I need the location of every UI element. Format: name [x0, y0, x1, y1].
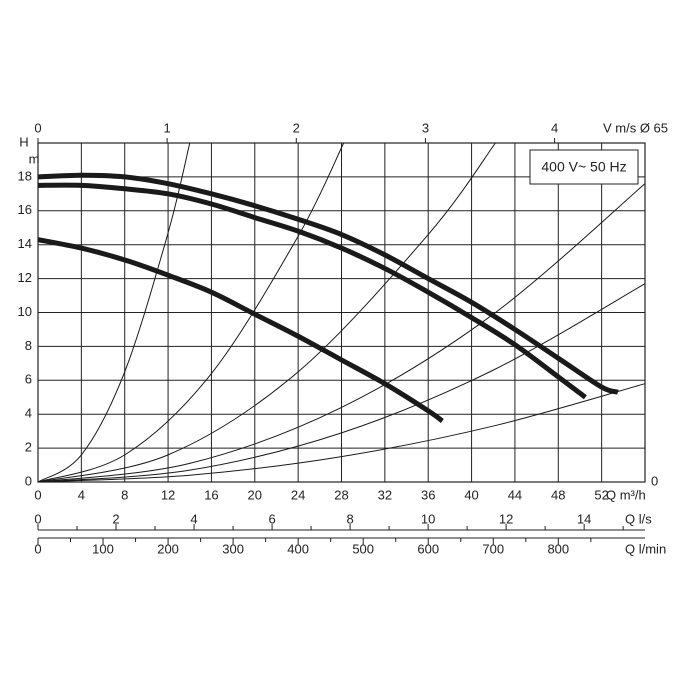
bottom-tick-label: 500: [352, 541, 374, 556]
system-curve: [37, 142, 496, 483]
x-tick-label: 28: [334, 487, 348, 502]
y-tick-label: 14: [18, 236, 32, 251]
x-tick-label: 40: [464, 487, 478, 502]
x-tick-label: 32: [378, 487, 392, 502]
annotation-box: [529, 149, 639, 185]
x-label: Q m³/h: [606, 487, 646, 502]
system-curve: [37, 183, 646, 483]
bottom-tick-label: 14: [577, 511, 591, 526]
y-tick-label: 4: [25, 406, 32, 421]
top-axis-label: V m/s Ø 65: [603, 120, 668, 135]
x-tick-label: 44: [508, 487, 522, 502]
y-tick-label: 18: [18, 168, 32, 183]
x-tick-label: 12: [161, 487, 175, 502]
top-tick-label: 1: [164, 120, 171, 135]
bottom-tick-label: 600: [417, 541, 439, 556]
y-tick-label: 12: [18, 270, 32, 285]
bottom-tick-label: 6: [268, 511, 275, 526]
x-tick-label: 24: [291, 487, 305, 502]
system-curve: [37, 283, 646, 483]
y2-tick-label: 0: [651, 473, 658, 488]
system-curve: [37, 383, 646, 483]
x-tick-label: 52: [594, 487, 608, 502]
x-tick-label: 36: [421, 487, 435, 502]
system-curve: [37, 142, 345, 483]
y-tick-label: 10: [18, 304, 32, 319]
top-tick-label: 2: [293, 120, 300, 135]
annotation: 400 V~ 50 Hz: [541, 159, 626, 175]
y-tick-label: 0: [25, 473, 32, 488]
bottom-tick-label: 100: [92, 541, 114, 556]
bottom-tick-label: 400: [287, 541, 309, 556]
bottom-tick-label: 4: [190, 511, 197, 526]
pump-curve: [37, 172, 619, 395]
bottom-tick-label: 2: [112, 511, 119, 526]
top-tick-label: 0: [34, 120, 41, 135]
bottom-tick-label: 0: [34, 511, 41, 526]
x-tick-label: 20: [248, 487, 262, 502]
bottom-tick-label: 300: [222, 541, 244, 556]
y-tick-label: 8: [25, 338, 32, 353]
bottom-tick-label: 0: [34, 541, 41, 556]
y-tick-label: 16: [18, 202, 32, 217]
bottom-tick-label: 12: [499, 511, 513, 526]
x-tick-label: 8: [121, 487, 128, 502]
bottom-tick-label: 10: [421, 511, 435, 526]
y-unit: m: [29, 151, 40, 166]
top-tick-label: 3: [422, 120, 429, 135]
pump-curve: [37, 182, 587, 400]
bottom-axis-label: Q l/s: [625, 511, 652, 526]
pump-curve: [37, 237, 444, 424]
x-tick-label: 4: [78, 487, 85, 502]
bottom-tick-label: 200: [157, 541, 179, 556]
bottom-axis-label: Q l/min: [625, 541, 666, 556]
y-label: H: [19, 134, 28, 149]
top-tick-label: 4: [551, 120, 558, 135]
bottom-tick-label: 700: [482, 541, 504, 556]
x-tick-label: 48: [551, 487, 565, 502]
y-tick-label: 2: [25, 440, 32, 455]
y-tick-label: 6: [25, 372, 32, 387]
bottom-tick-label: 800: [547, 541, 569, 556]
x-tick-label: 16: [204, 487, 218, 502]
bottom-tick-label: 8: [346, 511, 353, 526]
x-tick-label: 0: [34, 487, 41, 502]
system-curve: [37, 142, 191, 483]
